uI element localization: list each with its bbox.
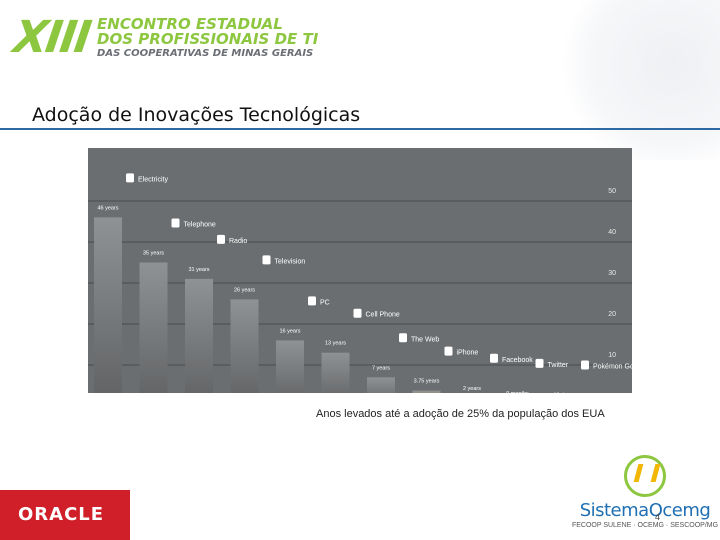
value-label: 7 years [372, 365, 390, 371]
twitter-icon [535, 358, 544, 368]
category-label: iPhone [457, 350, 479, 357]
page-title: Adoção de Inovações Tecnológicas [32, 104, 361, 126]
value-label: 19 days [553, 393, 573, 394]
category-label: Telephone [184, 222, 216, 229]
value-label: 26 years [234, 287, 255, 293]
bar-iphone [412, 390, 441, 393]
y-tick-label: 30 [608, 270, 616, 277]
background-cloud [560, 0, 720, 160]
oracle-logo: ORACLE [0, 490, 130, 540]
telephone-icon [171, 218, 180, 228]
value-label: 16 years [279, 328, 300, 334]
page-number: 4 [655, 512, 661, 522]
ocemg-name: SistemaOcemg [579, 500, 711, 521]
event-title-line-1: ENCONTRO ESTADUAL [97, 14, 283, 33]
oracle-wordmark: ORACLE [18, 504, 105, 525]
ocemg-mark-icon [624, 455, 666, 497]
category-label: Cell Phone [366, 312, 400, 319]
value-label: 46 years [97, 205, 118, 211]
event-title-line-3: DAS COOPERATIVAS DE MINAS GERAIS [97, 47, 314, 59]
radio-icon [217, 234, 225, 244]
television-icon [262, 255, 271, 265]
bar-cell-phone [321, 352, 350, 393]
y-tick-label: 40 [608, 229, 616, 236]
value-label: 2 years [463, 386, 481, 392]
pokeball-icon [581, 360, 589, 370]
category-label: Television [275, 258, 306, 265]
category-label: Radio [229, 238, 247, 245]
category-label: Electricity [138, 176, 168, 183]
title-divider [0, 128, 720, 130]
value-label: 13 years [325, 341, 346, 347]
event-numeral: XIII [10, 12, 93, 63]
category-label: Facebook [502, 357, 533, 364]
value-label: 35 years [143, 251, 164, 257]
chart-caption: Anos levados até a adoção de 25% da popu… [316, 408, 605, 420]
iphone-icon [444, 346, 453, 356]
y-tick-label: 50 [608, 188, 616, 195]
bar-telephone [139, 262, 168, 393]
y-tick-label: 20 [608, 311, 616, 318]
adoption-chart: 10 20 30 40 50 46 years Electricity 35 years Tel… [88, 173, 632, 394]
facebook-icon [490, 353, 498, 363]
value-label: 31 years [188, 267, 209, 273]
category-label: Twitter [548, 362, 569, 369]
category-label: The Web [411, 336, 439, 343]
category-label: Pokémon Go (Augmented Reality) [593, 364, 632, 371]
bar-television [230, 299, 259, 393]
category-label: PC [320, 299, 330, 306]
cell-phone-icon [353, 308, 362, 318]
value-label: 9 months [506, 391, 529, 393]
globe-icon [399, 333, 407, 343]
y-tick-label: 10 [608, 352, 616, 359]
ocemg-logo: SistemaOcemg FECOOP SULENE · OCEMG · SES… [570, 455, 720, 529]
pc-icon [308, 296, 316, 306]
ocemg-subtitle: FECOOP SULENE · OCEMG · SESCOOP/MG [571, 522, 719, 529]
lightbulb-icon [126, 173, 134, 183]
bar-electricity [94, 217, 122, 393]
value-label: 3.75 years [414, 379, 440, 385]
bar-the-web [367, 377, 395, 393]
bar-pc [276, 340, 304, 393]
bar-radio [185, 278, 213, 393]
event-title-line-2: DOS PROFISSIONAIS DE TI [97, 29, 319, 48]
chart-panel: 10 20 30 40 50 46 years Electricity 35 years Tel… [88, 148, 632, 393]
event-logo: XIII ENCONTRO ESTADUAL DOS PROFISSIONAIS… [10, 12, 319, 63]
